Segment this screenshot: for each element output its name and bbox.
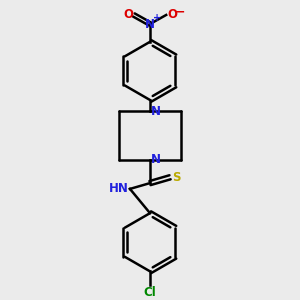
Text: −: − xyxy=(175,5,185,18)
Text: O: O xyxy=(123,8,133,22)
Text: Cl: Cl xyxy=(144,286,156,298)
Text: N: N xyxy=(151,153,161,166)
Text: HN: HN xyxy=(109,182,129,195)
Text: N: N xyxy=(145,17,155,31)
Text: S: S xyxy=(172,171,181,184)
Text: O: O xyxy=(167,8,177,22)
Text: +: + xyxy=(153,13,161,22)
Text: N: N xyxy=(151,105,161,118)
